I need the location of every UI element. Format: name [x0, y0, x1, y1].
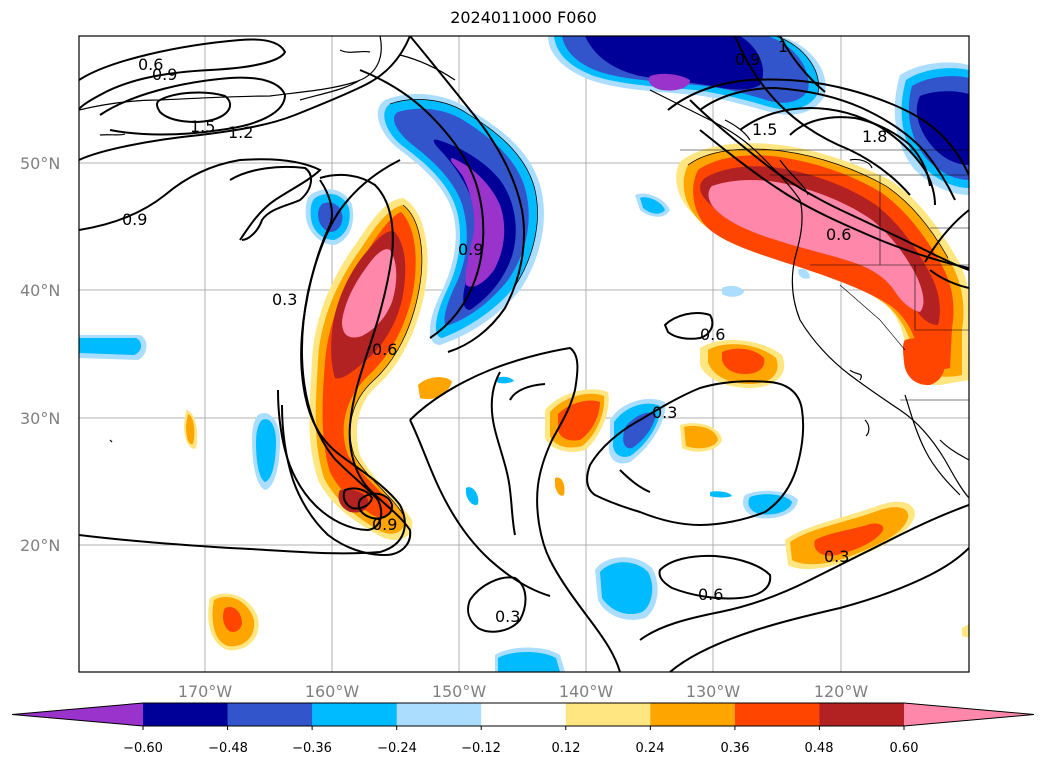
contour-label: 0.3 [272, 290, 297, 309]
contour-label: 1.5 [190, 117, 215, 136]
colorbar-segment [312, 703, 398, 726]
lat-label: 30°N [20, 409, 60, 428]
contour-label: 0.9 [458, 240, 483, 259]
colorbar-segment [396, 703, 482, 726]
colorbar-segment [143, 703, 229, 726]
contour-label: 0.9 [735, 50, 760, 69]
lon-label: 140°W [559, 682, 614, 701]
lon-label: 160°W [305, 682, 360, 701]
lat-label: 50°N [20, 154, 60, 173]
colorbar-segment [481, 703, 567, 726]
colorbar-segment [650, 703, 736, 726]
lat-label: 20°N [20, 536, 60, 555]
longitude-labels: 170°W 160°W 150°W 140°W 130°W 120°W [178, 682, 869, 701]
colorbar [11, 702, 1035, 730]
lon-label: 150°W [432, 682, 487, 701]
contour-label: 1.2 [228, 123, 253, 142]
colorbar-tick-label: 0.36 [721, 741, 750, 756]
contour-label: 0.3 [652, 403, 677, 422]
colorbar-segment [565, 703, 651, 726]
colorbar-tick-label: −0.60 [123, 741, 163, 756]
contour-label: 0.9 [152, 65, 177, 84]
colorbar-tick-label: −0.24 [377, 741, 417, 756]
contour-labels: 0.6 0.9 1.5 1.2 0.9 0.3 0.6 0.9 0.9 1 1.… [122, 37, 887, 626]
state-borders [680, 149, 969, 401]
contour-label: 1 [778, 37, 788, 56]
contour-label: 0.3 [495, 607, 520, 626]
colorbar-tick-label: 0.48 [805, 741, 834, 756]
contour-lines [79, 36, 969, 672]
colorbar-segment [734, 703, 820, 726]
lat-label: 40°N [20, 281, 60, 300]
contour-label: 0.3 [824, 547, 849, 566]
colorbar-tick-labels: −0.60 −0.48 −0.36 −0.24 −0.12 0.12 0.24 … [123, 741, 918, 756]
colorbar-tick-label: −0.12 [461, 741, 501, 756]
colorbar-tick-label: −0.36 [292, 741, 332, 756]
colorbar-extend-high [904, 703, 1034, 726]
negative-band-gulf-alaska [548, 36, 826, 115]
colorbar-segment [819, 703, 905, 726]
colorbar-tick-label: 0.12 [552, 741, 581, 756]
lon-label: 130°W [686, 682, 741, 701]
contour-label: 0.6 [138, 55, 163, 74]
positive-band-west-coast [676, 143, 969, 386]
colorbar-segment [227, 703, 313, 726]
contour-label: 1.5 [752, 120, 777, 139]
colorbar-extend-low [12, 703, 143, 726]
contour-label: 0.9 [372, 515, 397, 534]
lon-label: 120°W [814, 682, 869, 701]
colorbar-tick-label: −0.48 [208, 741, 248, 756]
lon-label: 170°W [178, 682, 233, 701]
map-frame [78, 35, 970, 673]
latitude-labels: 50°N 40°N 30°N 20°N [20, 154, 60, 555]
contour-label: 0.6 [700, 325, 725, 344]
contour-label: 0.6 [826, 225, 851, 244]
negative-patches-misc [79, 189, 810, 672]
map-area: 0.6 0.9 1.5 1.2 0.9 0.3 0.6 0.9 0.9 1 1.… [79, 36, 969, 672]
coastlines [79, 36, 969, 499]
contour-label: 0.6 [372, 340, 397, 359]
colorbar-tick-label: 0.24 [636, 741, 665, 756]
colorbar-tick-label: 0.60 [890, 741, 919, 756]
contour-label: 1.8 [862, 127, 887, 146]
contour-label: 0.6 [698, 585, 723, 604]
positive-patches-misc [184, 339, 969, 651]
contour-label: 0.9 [122, 210, 147, 229]
map-title: 2024011000 F060 [450, 8, 597, 27]
